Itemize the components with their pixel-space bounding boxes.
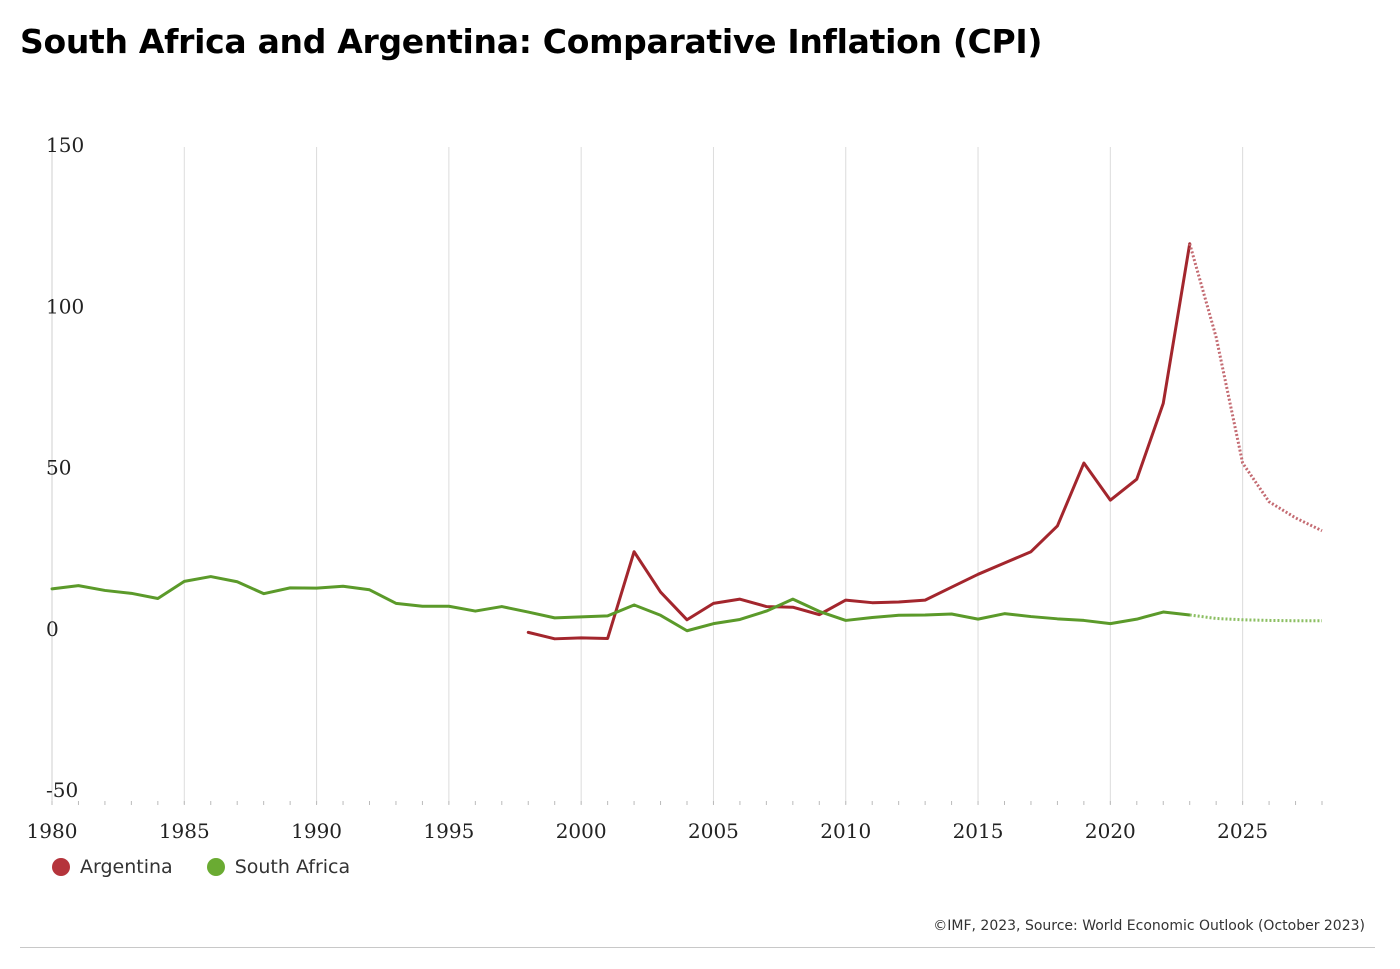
legend: Argentina South Africa xyxy=(52,856,350,878)
y-tick-label: 100 xyxy=(46,294,84,318)
x-tick-label: 2010 xyxy=(820,819,871,843)
x-tick-label: 1985 xyxy=(159,819,210,843)
x-tick-labels: 1980 1985 1990 1995 2000 2005 2010 2015 2020 2025 xyxy=(27,819,1269,843)
y-tick-labels: 150 100 50 0 -50 xyxy=(46,133,84,802)
series-line-argentina xyxy=(526,242,1192,641)
y-tick-label: 50 xyxy=(46,456,71,480)
footer-divider xyxy=(20,947,1375,948)
axes xyxy=(51,147,1323,805)
y-tick-label: -50 xyxy=(46,778,78,802)
x-tick-label: 2000 xyxy=(556,819,607,843)
chart-title: South Africa and Argentina: Comparative … xyxy=(20,22,1043,61)
source-credit: ©IMF, 2023, Source: World Economic Outlo… xyxy=(933,918,1365,934)
x-tick-label: 1995 xyxy=(423,819,474,843)
gridlines xyxy=(183,147,1244,804)
x-tick-label: 2025 xyxy=(1217,819,1268,843)
legend-item-south-africa[interactable]: South Africa xyxy=(206,856,351,878)
legend-item-argentina[interactable]: Argentina xyxy=(52,856,173,878)
legend-label-argentina: Argentina xyxy=(80,856,173,878)
argentina-marker-icon xyxy=(52,858,70,876)
y-tick-label: 150 xyxy=(46,133,84,157)
x-tick-label: 1990 xyxy=(291,819,342,843)
series-lines xyxy=(50,242,1323,641)
x-tick-label: 1980 xyxy=(27,819,78,843)
projection-line-south-africa xyxy=(1189,613,1322,623)
series-line-south-africa xyxy=(50,575,1192,633)
y-tick-label: 0 xyxy=(46,617,59,641)
x-tick-label: 2020 xyxy=(1085,819,1136,843)
x-tick-label: 2015 xyxy=(953,819,1004,843)
x-tick-label: 2005 xyxy=(688,819,739,843)
projection-line-argentina xyxy=(1188,243,1323,533)
legend-label-south-africa: South Africa xyxy=(234,856,351,878)
south-africa-marker-icon xyxy=(206,858,225,876)
